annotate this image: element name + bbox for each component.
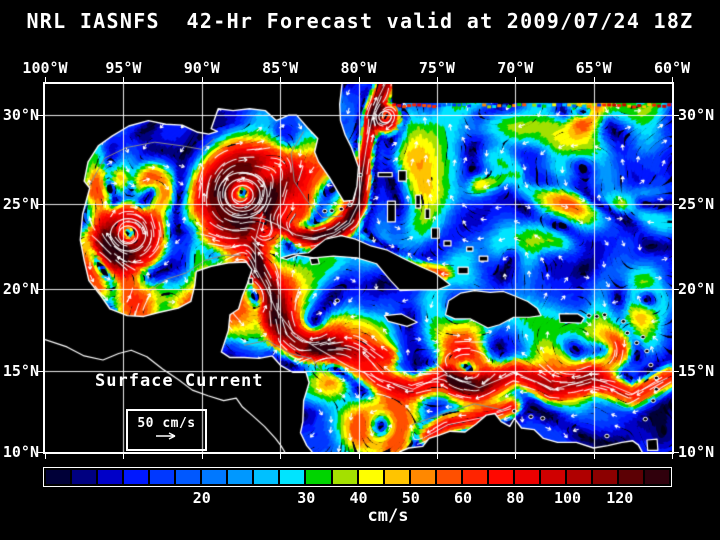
colorbar-swatch xyxy=(124,470,149,484)
colorbar-swatch xyxy=(488,470,513,484)
colorbar-tick-label: 60 xyxy=(453,489,473,507)
axis-tick xyxy=(436,454,438,459)
colorbar-swatch xyxy=(384,470,409,484)
colorbar-swatch xyxy=(645,470,670,484)
lat-label-left: 10°N xyxy=(2,443,39,461)
lon-label: 95°W xyxy=(105,59,142,77)
axis-tick xyxy=(674,371,679,372)
lat-label-left: 25°N xyxy=(2,195,39,213)
colorbar-swatch xyxy=(150,470,175,484)
colorbar-swatch xyxy=(254,470,279,484)
lon-label: 75°W xyxy=(418,59,455,77)
colorbar-swatch xyxy=(619,470,644,484)
lon-label: 85°W xyxy=(262,59,299,77)
colorbar-swatch xyxy=(46,470,71,484)
axis-tick xyxy=(45,77,46,82)
surface-current-map xyxy=(45,84,672,452)
axis-tick xyxy=(123,454,125,459)
colorbar-swatch xyxy=(358,470,383,484)
axis-tick xyxy=(593,454,595,459)
lat-label-right: 20°N xyxy=(678,280,715,298)
map-annotation-label: Surface Current xyxy=(95,371,264,391)
axis-tick xyxy=(358,77,360,82)
colorbar-swatch xyxy=(514,470,539,484)
axis-tick xyxy=(674,204,679,205)
colorbar-swatch xyxy=(540,470,565,484)
scale-arrow-icon xyxy=(155,432,175,440)
lon-label: 60°W xyxy=(653,59,691,77)
colorbar-tick-label: 50 xyxy=(401,489,420,507)
axis-tick xyxy=(123,77,125,82)
axis-tick xyxy=(672,454,673,459)
axis-tick xyxy=(38,452,43,453)
colorbar-swatch xyxy=(98,470,123,484)
axis-tick xyxy=(674,115,679,116)
axis-tick xyxy=(358,454,360,459)
axis-tick xyxy=(38,204,43,205)
colorbar-swatch xyxy=(410,470,435,484)
axis-tick xyxy=(201,77,203,82)
colorbar-swatch xyxy=(72,470,97,484)
colorbar-tick-label: 120 xyxy=(606,489,634,507)
axis-tick xyxy=(672,77,673,82)
axis-tick xyxy=(38,289,43,290)
lon-label: 90°W xyxy=(183,59,220,77)
colorbar-tick-label: 20 xyxy=(192,489,211,507)
colorbar-swatch xyxy=(280,470,305,484)
colorbar-unit-label: cm/s xyxy=(367,506,409,526)
axis-tick xyxy=(593,77,595,82)
axis-tick xyxy=(38,371,43,372)
colorbar-swatch xyxy=(592,470,618,484)
axis-tick xyxy=(674,452,679,453)
lon-label: 65°W xyxy=(575,59,612,77)
lat-label-right: 15°N xyxy=(678,362,715,380)
colorbar-tick-label: 80 xyxy=(506,489,525,507)
axis-tick xyxy=(38,115,43,116)
lat-label-left: 15°N xyxy=(2,362,39,380)
colorbar-tick-label: 100 xyxy=(553,489,582,507)
lon-label: 100°W xyxy=(22,59,68,77)
colorbar-swatch xyxy=(228,470,253,484)
colorbar-swatch xyxy=(176,470,201,484)
lon-label: 70°W xyxy=(497,59,534,77)
axis-tick xyxy=(201,454,203,459)
colorbar-tick-label: 40 xyxy=(349,489,368,507)
axis-tick xyxy=(515,454,517,459)
lat-label-left: 20°N xyxy=(2,280,39,298)
lat-label-right: 30°N xyxy=(678,106,715,124)
colorbar-swatch xyxy=(202,470,227,484)
axis-tick xyxy=(515,77,517,82)
colorbar-swatch xyxy=(332,470,357,484)
axis-tick xyxy=(45,454,46,459)
plot-title: NRL IASNFS 42-Hr Forecast valid at 2009/… xyxy=(26,9,694,33)
axis-tick xyxy=(436,77,438,82)
axis-tick xyxy=(280,454,282,459)
lat-label-right: 10°N xyxy=(678,443,715,461)
scale-value-label: 50 cm/s xyxy=(137,416,196,431)
current-scale-box: 50 cm/s xyxy=(126,409,207,451)
map-frame xyxy=(43,82,674,454)
lat-label-right: 25°N xyxy=(678,195,715,213)
colorbar-swatch xyxy=(436,470,461,484)
colorbar-swatch xyxy=(462,470,487,484)
colorbar xyxy=(43,467,672,487)
colorbar-tick-label: 30 xyxy=(297,489,316,507)
colorbar-swatch xyxy=(566,470,591,484)
lat-label-left: 30°N xyxy=(2,106,39,124)
colorbar-swatch xyxy=(306,470,331,484)
lon-label: 80°W xyxy=(340,59,377,77)
axis-tick xyxy=(280,77,282,82)
axis-tick xyxy=(674,289,679,290)
